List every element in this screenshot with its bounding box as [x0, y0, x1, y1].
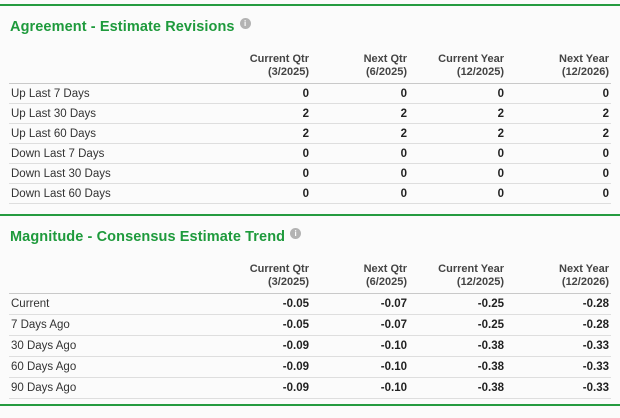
cell-value: -0.10: [311, 377, 409, 399]
cell-value: 0: [409, 143, 506, 164]
cell-value: -0.33: [506, 356, 611, 378]
table-row: Up Last 60 Days 2 2 2 2: [9, 123, 611, 144]
cell-value: -0.09: [214, 335, 311, 357]
cell-value: -0.09: [214, 356, 311, 378]
cell-value: 0: [214, 83, 311, 104]
cell-value: 2: [311, 123, 409, 144]
cell-value: 2: [311, 103, 409, 124]
row-label: 90 Days Ago: [9, 377, 214, 399]
cell-value: 0: [214, 183, 311, 204]
column-header-next-qtr: Next Qtr (6/2025): [311, 35, 409, 84]
row-label-header: [9, 245, 214, 294]
cell-value: 0: [506, 183, 611, 204]
section-title: Agreement - Estimate Revisions i: [10, 18, 611, 35]
cell-value: 0: [409, 83, 506, 104]
table-row: 60 Days Ago -0.09 -0.10 -0.38 -0.33: [9, 356, 611, 378]
cell-value: 0: [506, 83, 611, 104]
column-header-current-year: Current Year (12/2025): [409, 245, 506, 294]
column-header-current-qtr: Current Qtr (3/2025): [214, 245, 311, 294]
section-title: Magnitude - Consensus Estimate Trend i: [10, 228, 611, 245]
column-header-row: Current Qtr (3/2025) Next Qtr (6/2025) Cur…: [9, 245, 611, 294]
agreement-estimate-revisions-section: Agreement - Estimate Revisions i Current …: [0, 18, 620, 204]
cell-value: 2: [409, 123, 506, 144]
cell-value: -0.10: [311, 335, 409, 357]
cell-value: -0.10: [311, 356, 409, 378]
cell-value: 0: [311, 83, 409, 104]
table-row: Up Last 7 Days 0 0 0 0: [9, 83, 611, 104]
column-header-next-year: Next Year (12/2026): [506, 245, 611, 294]
row-label: Up Last 60 Days: [9, 123, 214, 144]
cell-value: 0: [506, 143, 611, 164]
cell-value: 0: [409, 163, 506, 184]
column-header-row: Current Qtr (3/2025) Next Qtr (6/2025) Cur…: [9, 35, 611, 84]
table-row: Up Last 30 Days 2 2 2 2: [9, 103, 611, 124]
column-header-current-qtr: Current Qtr (3/2025): [214, 35, 311, 84]
estimates-panel: Agreement - Estimate Revisions i Current …: [0, 4, 620, 406]
cell-value: 0: [311, 163, 409, 184]
table-row: Down Last 30 Days 0 0 0 0: [9, 163, 611, 184]
info-icon[interactable]: i: [290, 228, 302, 239]
table-row: Down Last 7 Days 0 0 0 0: [9, 143, 611, 164]
cell-value: 0: [409, 183, 506, 204]
table-row: 90 Days Ago -0.09 -0.10 -0.38 -0.33: [9, 377, 611, 399]
cell-value: -0.28: [506, 293, 611, 315]
cell-value: -0.38: [409, 335, 506, 357]
top-divider: [0, 4, 620, 6]
row-label: Down Last 60 Days: [9, 183, 214, 204]
section-title-text: Magnitude - Consensus Estimate Trend: [10, 229, 286, 245]
column-header-next-year: Next Year (12/2026): [506, 35, 611, 84]
cell-value: 2: [409, 103, 506, 124]
row-label: Down Last 7 Days: [9, 143, 214, 164]
row-label: Current: [9, 293, 214, 315]
cell-value: -0.09: [214, 377, 311, 399]
magnitude-consensus-trend-section: Magnitude - Consensus Estimate Trend i Cu…: [0, 228, 620, 399]
cell-value: 2: [214, 103, 311, 124]
column-header-next-qtr: Next Qtr (6/2025): [311, 245, 409, 294]
cell-value: 2: [506, 103, 611, 124]
cell-value: -0.38: [409, 377, 506, 399]
cell-value: 0: [506, 163, 611, 184]
cell-value: -0.07: [311, 314, 409, 336]
table-row: 30 Days Ago -0.09 -0.10 -0.38 -0.33: [9, 335, 611, 357]
table-row: Current -0.05 -0.07 -0.25 -0.28: [9, 293, 611, 315]
cell-value: 0: [311, 183, 409, 204]
cell-value: -0.05: [214, 314, 311, 336]
cell-value: -0.25: [409, 293, 506, 315]
row-label: Up Last 7 Days: [9, 83, 214, 104]
cell-value: -0.07: [311, 293, 409, 315]
row-label: Up Last 30 Days: [9, 103, 214, 124]
cell-value: 0: [214, 143, 311, 164]
table-row: 7 Days Ago -0.05 -0.07 -0.25 -0.28: [9, 314, 611, 336]
cell-value: 0: [214, 163, 311, 184]
cell-value: -0.33: [506, 335, 611, 357]
cell-value: -0.28: [506, 314, 611, 336]
estimate-revisions-table: Current Qtr (3/2025) Next Qtr (6/2025) Cur…: [9, 35, 611, 204]
row-label-header: [9, 35, 214, 84]
cell-value: -0.33: [506, 377, 611, 399]
cell-value: 2: [214, 123, 311, 144]
row-label: 30 Days Ago: [9, 335, 214, 357]
cell-value: -0.05: [214, 293, 311, 315]
info-icon[interactable]: i: [239, 18, 251, 29]
bottom-divider: [0, 404, 620, 406]
cell-value: -0.25: [409, 314, 506, 336]
row-label: Down Last 30 Days: [9, 163, 214, 184]
cell-value: 2: [506, 123, 611, 144]
section-title-text: Agreement - Estimate Revisions: [10, 19, 235, 35]
column-header-current-year: Current Year (12/2025): [409, 35, 506, 84]
consensus-estimate-trend-table: Current Qtr (3/2025) Next Qtr (6/2025) Cur…: [9, 245, 611, 399]
cell-value: 0: [311, 143, 409, 164]
section-divider: [0, 214, 620, 216]
row-label: 60 Days Ago: [9, 356, 214, 378]
table-row: Down Last 60 Days 0 0 0 0: [9, 183, 611, 204]
row-label: 7 Days Ago: [9, 314, 214, 336]
cell-value: -0.38: [409, 356, 506, 378]
